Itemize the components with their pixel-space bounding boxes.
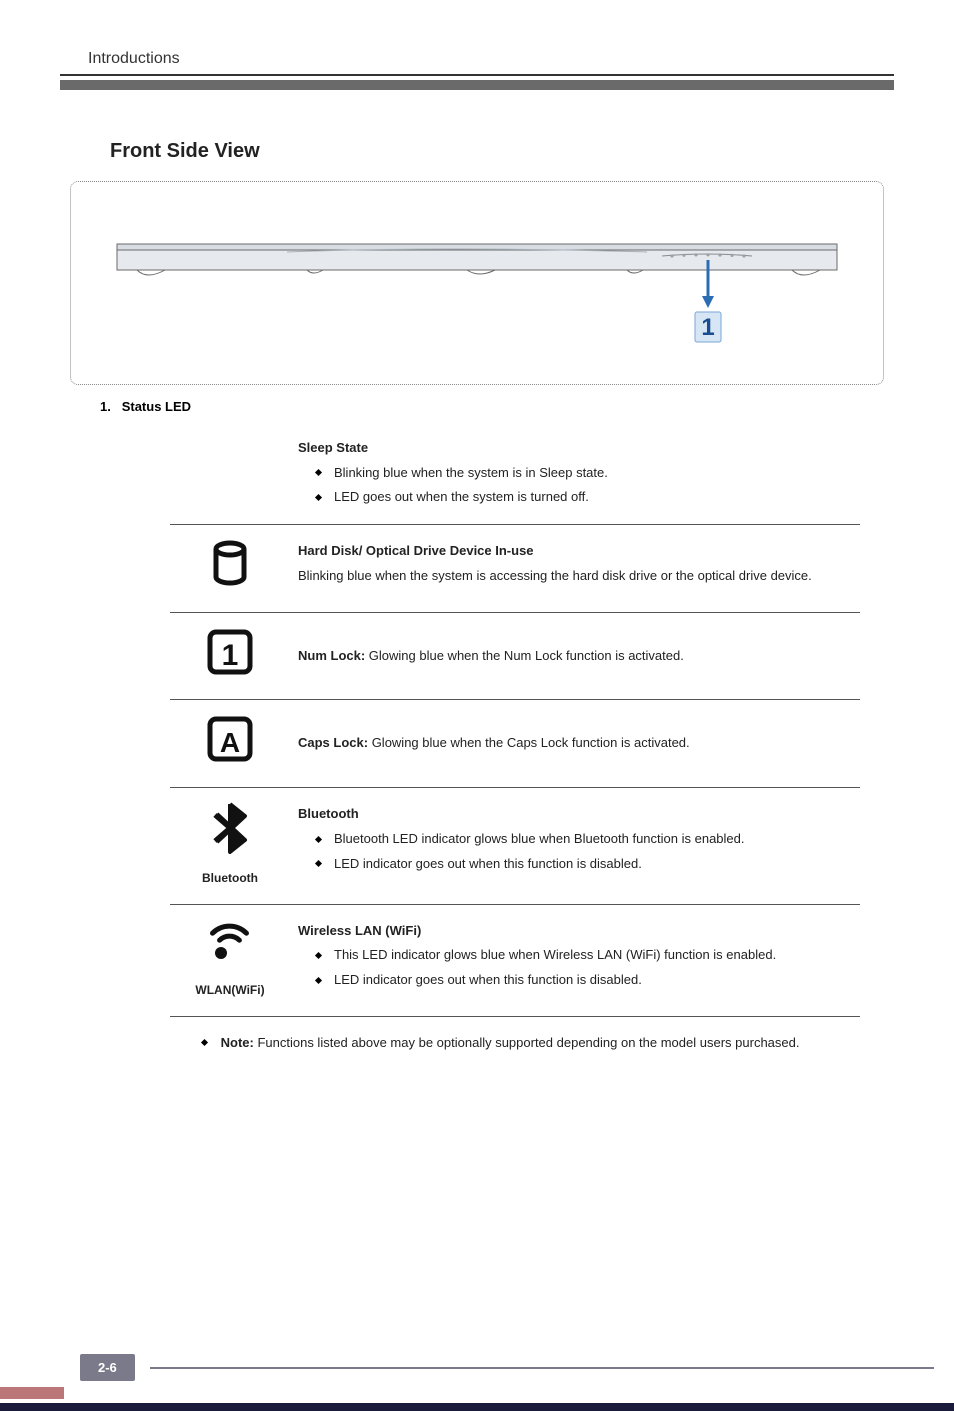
row-title: Wireless LAN (WiFi) [298,923,421,938]
status-led-table: Sleep State Blinking blue when the syste… [170,422,860,1070]
capslock-icon: A [205,714,255,764]
note-row: Note: Functions listed above may be opti… [170,1017,860,1070]
header-rule [60,74,894,76]
bullet-item: Bluetooth LED indicator glows blue when … [316,827,852,852]
table-row: A Caps Lock: Glowing blue when the Caps … [170,700,860,788]
svg-text:A: A [220,727,240,758]
table-row: WLAN(WiFi) Wireless LAN (WiFi) This LED … [170,904,860,1016]
footer-line [150,1367,934,1369]
row-title: Sleep State [298,440,368,455]
heading-number: 1. [100,399,111,414]
footer-accent-bar [0,1387,64,1399]
footer-strip [0,1403,954,1411]
table-row: Sleep State Blinking blue when the syste… [170,422,860,525]
row-text: Glowing blue when the Num Lock function … [365,648,684,663]
heading-text: Status LED [122,399,191,414]
section-title: Front Side View [110,140,894,163]
page-number-badge: 2-6 [80,1354,135,1381]
sleep-icon [208,447,252,491]
page: Introductions Front Side View [0,0,954,1411]
row-label-bold: Num Lock: [298,648,365,663]
wifi-icon [205,919,255,967]
laptop-front-svg: 1 [107,216,847,366]
table-row: Bluetooth Bluetooth Bluetooth LED indica… [170,788,860,904]
row-text: Blinking blue when the system is accessi… [298,568,812,583]
callout-1: 1 [695,312,721,342]
numlock-icon: 1 [205,627,255,677]
row-title: Bluetooth [298,806,359,821]
row-title: Hard Disk/ Optical Drive Device In-use [298,543,534,558]
table-row: 1 Num Lock: Glowing blue when the Num Lo… [170,612,860,700]
row-text: Glowing blue when the Caps Lock function… [368,735,690,750]
status-led-heading: 1. Status LED [100,399,894,414]
note-text: Functions listed above may be optionally… [254,1035,800,1050]
bullet-item: This LED indicator glows blue when Wirel… [316,943,852,968]
header-bar [60,80,894,90]
bullet-item: LED indicator goes out when this functio… [316,968,852,993]
bluetooth-icon [207,802,253,854]
icon-caption: Bluetooth [178,867,282,890]
table-row: Hard Disk/ Optical Drive Device In-use B… [170,525,860,613]
row-label-bold: Caps Lock: [298,735,368,750]
callout-number: 1 [701,314,714,341]
note-label: Note: [221,1035,254,1050]
bullet-item: LED goes out when the system is turned o… [316,485,852,510]
icon-caption: WLAN(WiFi) [178,979,282,1002]
front-view-diagram: 1 [70,181,884,385]
chapter-title: Introductions [88,50,894,68]
bullet-item: Blinking blue when the system is in Slee… [316,461,852,486]
bullet-item: LED indicator goes out when this functio… [316,852,852,877]
note-bullet-icon [201,1039,208,1046]
disk-icon [208,539,252,589]
svg-text:1: 1 [222,639,239,672]
